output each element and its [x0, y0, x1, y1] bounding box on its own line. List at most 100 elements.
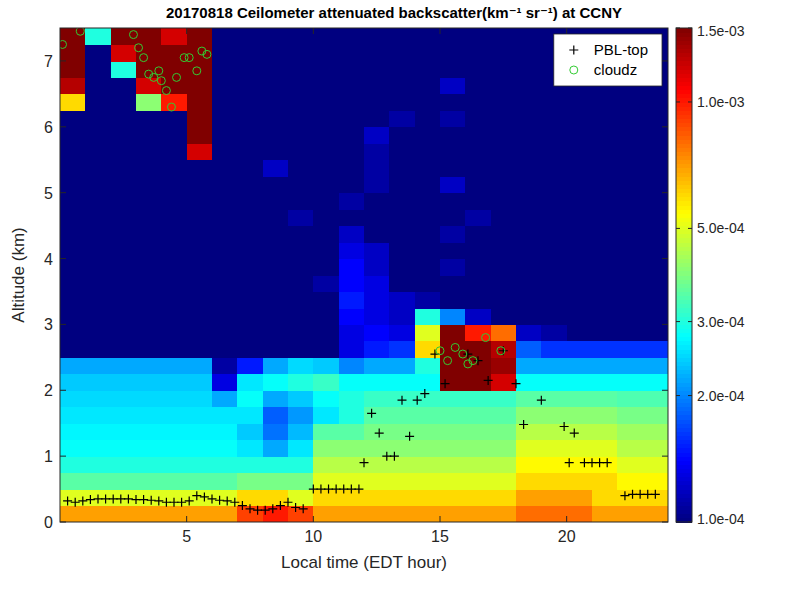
- heat-cell: [617, 423, 643, 440]
- y-tick-label: 7: [44, 53, 53, 70]
- heat-cell: [111, 160, 137, 177]
- heat-cell: [339, 176, 365, 193]
- cloud-marker: [185, 54, 193, 62]
- heat-cell: [187, 308, 213, 325]
- heat-cell: [187, 374, 213, 391]
- colorbar-segment: [676, 156, 692, 161]
- heat-cell: [643, 473, 668, 490]
- heat-cell: [187, 473, 213, 490]
- heat-cell: [339, 407, 365, 424]
- colorbar-segment: [676, 139, 692, 144]
- heat-cell: [516, 226, 542, 243]
- heat-cell: [592, 374, 618, 391]
- heat-cell: [161, 473, 187, 490]
- heat-cell: [212, 176, 238, 193]
- colorbar-label: 3.0e-04: [697, 314, 745, 330]
- heat-cell: [364, 357, 390, 374]
- heat-cell: [491, 291, 517, 308]
- colorbar-segment: [676, 44, 692, 49]
- heat-cell: [136, 61, 162, 78]
- heat-cell: [313, 143, 339, 160]
- heat-cell: [313, 193, 339, 210]
- y-tick-label: 5: [44, 185, 53, 202]
- heat-cell: [187, 506, 213, 522]
- heat-cell: [237, 176, 263, 193]
- heat-cell: [415, 44, 441, 61]
- heat-cell: [111, 473, 137, 490]
- heat-cell: [187, 61, 213, 78]
- colorbar-segment: [676, 415, 692, 420]
- colorbar-segment: [676, 481, 692, 486]
- pbl-marker: [147, 496, 156, 505]
- heat-cell: [60, 77, 86, 94]
- heat-cell: [288, 324, 314, 341]
- heat-cell: [85, 242, 111, 259]
- heat-cell: [187, 357, 213, 374]
- heat-cell: [161, 357, 187, 374]
- heat-cell: [85, 440, 111, 457]
- x-tick-label: 10: [304, 528, 322, 545]
- cloud-marker: [436, 347, 444, 355]
- heat-cell: [567, 226, 593, 243]
- heat-cell: [187, 440, 213, 457]
- heat-cell: [465, 127, 491, 144]
- heat-cell: [491, 407, 517, 424]
- heat-cell: [465, 94, 491, 111]
- heat-cell: [85, 61, 111, 78]
- y-tick: [60, 126, 668, 127]
- heat-cell: [440, 242, 466, 259]
- colorbar-segment: [676, 448, 692, 453]
- heat-cell: [567, 357, 593, 374]
- heat-cell: [567, 456, 593, 473]
- heat-cell: [313, 423, 339, 440]
- colorbar-segment: [676, 287, 692, 292]
- heat-cell: [415, 242, 441, 259]
- heat-cell: [212, 226, 238, 243]
- heat-cell: [237, 259, 263, 276]
- colorbar-segment: [676, 361, 692, 366]
- colorbar-segment: [676, 90, 692, 95]
- heat-cell: [592, 473, 618, 490]
- heat-cell: [389, 127, 415, 144]
- colorbar-segment: [676, 69, 692, 74]
- heat-cell: [263, 357, 289, 374]
- heat-cell: [85, 275, 111, 292]
- heat-cell: [643, 94, 668, 111]
- heat-cell: [491, 456, 517, 473]
- heat-cell: [516, 407, 542, 424]
- cloud-marker: [167, 103, 175, 111]
- heat-cell: [263, 61, 289, 78]
- heat-cell: [85, 390, 111, 407]
- heat-cell: [541, 489, 567, 506]
- series-plus: [63, 346, 660, 514]
- colorbar-segment: [676, 197, 692, 202]
- heat-cell: [313, 226, 339, 243]
- pbl-marker: [139, 495, 148, 504]
- heat-cell: [364, 193, 390, 210]
- legend-marker: [569, 46, 578, 55]
- heat-cell: [85, 489, 111, 506]
- heat-cell: [187, 44, 213, 61]
- heat-cell: [288, 275, 314, 292]
- legend: PBL-topcloudz: [554, 34, 662, 86]
- heat-cell: [465, 209, 491, 226]
- heat-cell: [313, 94, 339, 111]
- heat-cell: [389, 308, 415, 325]
- heat-cell: [617, 440, 643, 457]
- heat-cell: [339, 209, 365, 226]
- heat-cell: [491, 489, 517, 506]
- heat-cell: [237, 440, 263, 457]
- pbl-marker: [291, 503, 300, 512]
- heat-cell: [313, 341, 339, 358]
- plot-frame: [60, 28, 668, 522]
- colorbar-segment: [676, 184, 692, 189]
- heat-cell: [212, 440, 238, 457]
- pbl-marker: [223, 496, 232, 505]
- heat-cell: [541, 160, 567, 177]
- heat-cell: [415, 110, 441, 127]
- pbl-marker: [390, 452, 399, 461]
- heat-cell: [161, 275, 187, 292]
- heat-cell: [263, 291, 289, 308]
- heat-cell: [237, 390, 263, 407]
- heat-cell: [85, 28, 111, 45]
